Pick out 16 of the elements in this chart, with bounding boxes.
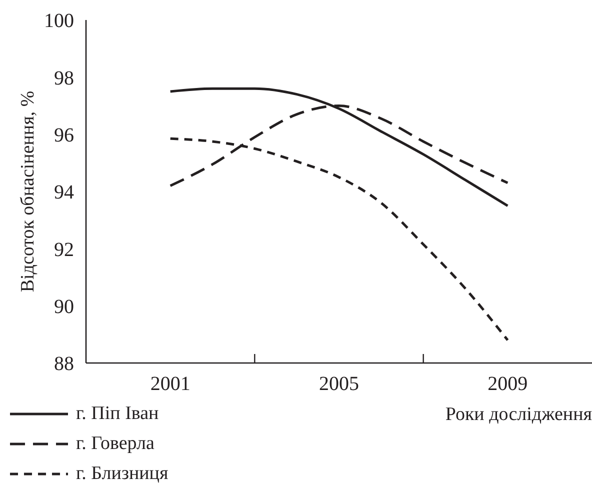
y-tick-label: 92	[54, 238, 74, 261]
y-tick-label: 88	[54, 353, 74, 376]
y-tick-label: 90	[54, 296, 74, 318]
x-tick-label: 2005	[319, 373, 359, 395]
y-axis-title: Відсоток обнасінення, %	[18, 90, 38, 292]
y-tick-label: 98	[54, 67, 74, 90]
y-tick-label: 96	[54, 124, 74, 146]
x-tick-label: 2009	[488, 373, 528, 395]
line-series	[169, 87, 509, 208]
y-tick-label: 100	[44, 10, 74, 32]
x-axis-title: Роки дослідження	[445, 404, 592, 426]
legend-label: г. Близниця	[76, 463, 168, 485]
legend-label: г. Говерла	[76, 433, 154, 455]
y-tick-label: 94	[54, 182, 74, 204]
x-tick-label: 2001	[150, 373, 190, 395]
legend-label: г. Піп Іван	[76, 403, 159, 425]
